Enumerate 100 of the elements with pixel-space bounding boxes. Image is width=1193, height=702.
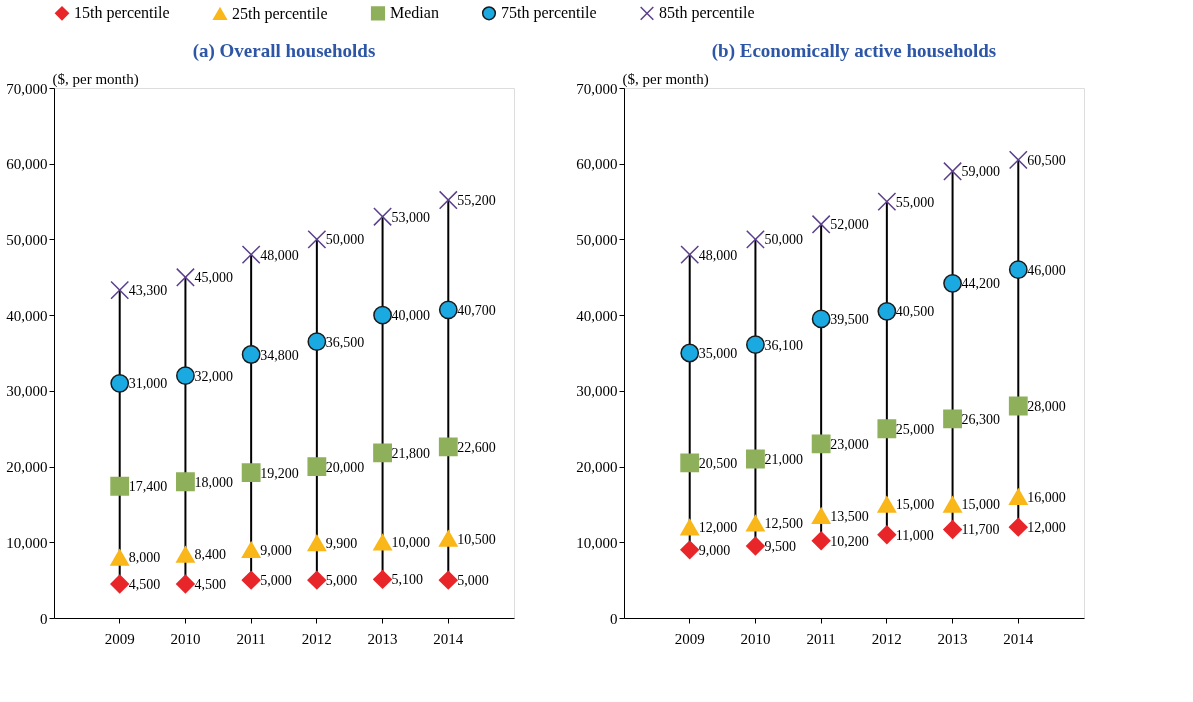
y-tick-label: 0: [610, 610, 618, 627]
data-label: 12,000: [1027, 520, 1066, 536]
point: [241, 570, 261, 590]
data-label: 4,500: [194, 576, 226, 592]
data-label: 23,000: [830, 436, 869, 452]
data-label: 45,000: [194, 270, 233, 286]
point: [746, 230, 765, 249]
data-label: 22,600: [457, 439, 496, 455]
data-label: 8,000: [128, 550, 161, 566]
point: [746, 449, 765, 469]
x-tick-label: 2014: [433, 630, 464, 647]
chart-title: (b) Economically active households: [711, 40, 997, 62]
point: [943, 520, 962, 539]
x-tick-label: 2013: [367, 630, 398, 647]
data-label: 39,500: [830, 311, 869, 327]
x-tick-label: 2013: [937, 630, 968, 647]
point: [438, 530, 458, 547]
point: [811, 531, 831, 551]
point: [1008, 260, 1028, 280]
point: [373, 443, 392, 463]
point: [176, 366, 195, 386]
y-tick-label: 40,000: [576, 307, 618, 324]
point: [176, 546, 195, 563]
point: [746, 536, 765, 556]
data-label: 9,000: [698, 542, 731, 558]
x-tick-label: 2012: [301, 630, 332, 647]
point: [307, 534, 327, 552]
data-label: 5,000: [260, 573, 292, 589]
legend-label: 25th percentile: [232, 4, 328, 23]
point: [680, 453, 700, 473]
data-label: 48,000: [260, 247, 299, 263]
point: [877, 419, 897, 439]
data-label: 36,500: [325, 334, 365, 350]
data-label: 16,000: [1027, 489, 1066, 505]
data-label: 19,200: [260, 465, 299, 481]
data-label: 9,000: [260, 542, 292, 558]
x-tick-label: 2010: [740, 630, 771, 647]
y-axis-title: ($, per month): [622, 70, 709, 88]
point: [680, 343, 700, 363]
data-label: 40,500: [895, 304, 935, 320]
point: [746, 515, 765, 532]
x-tick-label: 2010: [170, 630, 201, 647]
data-label: 34,800: [260, 347, 299, 363]
data-label: 21,800: [391, 445, 431, 461]
data-label: 9,500: [764, 539, 796, 555]
point: [110, 476, 130, 496]
data-label: 48,000: [698, 247, 738, 263]
data-label: 10,200: [830, 533, 869, 549]
point: [110, 373, 130, 393]
data-label: 59,000: [961, 164, 1001, 180]
x-tick-label: 2011: [236, 630, 266, 647]
point: [680, 518, 700, 536]
legend-label: 15th percentile: [74, 4, 170, 23]
point: [373, 207, 392, 227]
point: [373, 534, 392, 551]
y-tick-label: 0: [40, 610, 48, 627]
x-tick-label: 2012: [871, 630, 902, 647]
data-label: 12,500: [764, 516, 803, 532]
data-label: 40,700: [457, 302, 496, 318]
point: [1008, 396, 1028, 416]
data-label: 21,000: [764, 452, 803, 467]
data-label: 5,000: [457, 573, 489, 589]
point: [241, 463, 261, 483]
data-label: 55,200: [457, 193, 496, 209]
data-label: 32,000: [194, 368, 233, 384]
point: [307, 457, 327, 476]
point: [110, 574, 130, 594]
point: [176, 574, 195, 594]
point: [241, 541, 261, 559]
data-label: 18,000: [194, 474, 233, 490]
data-label: 35,000: [698, 346, 738, 361]
point: [307, 332, 327, 352]
point: [877, 192, 897, 211]
y-tick-label: 10,000: [6, 534, 48, 551]
data-label: 5,100: [391, 572, 424, 588]
data-label: 20,000: [325, 459, 365, 475]
data-label: 46,000: [1027, 262, 1066, 278]
y-tick-label: 60,000: [576, 156, 618, 173]
data-label: 26,300: [961, 411, 1001, 427]
data-label: 53,000: [391, 209, 431, 225]
point: [438, 300, 458, 320]
point: [680, 540, 700, 560]
data-label: 10,000: [391, 535, 431, 551]
data-label: 44,200: [961, 276, 1001, 292]
data-label: 17,400: [128, 479, 168, 495]
data-label: 11,700: [961, 522, 1000, 538]
y-tick-label: 40,000: [6, 307, 48, 324]
point: [176, 472, 195, 492]
data-label: 25,000: [895, 421, 935, 437]
legend-label: 85th percentile: [659, 4, 755, 23]
y-tick-label: 10,000: [576, 534, 618, 551]
point: [438, 437, 458, 457]
data-label: 36,100: [764, 337, 803, 353]
data-label: 50,000: [325, 232, 365, 248]
point: [110, 280, 130, 300]
point: [241, 245, 261, 264]
data-label: 15,000: [961, 497, 1001, 513]
y-tick-label: 50,000: [576, 231, 618, 248]
point: [943, 496, 962, 513]
y-tick-label: 30,000: [6, 383, 48, 400]
